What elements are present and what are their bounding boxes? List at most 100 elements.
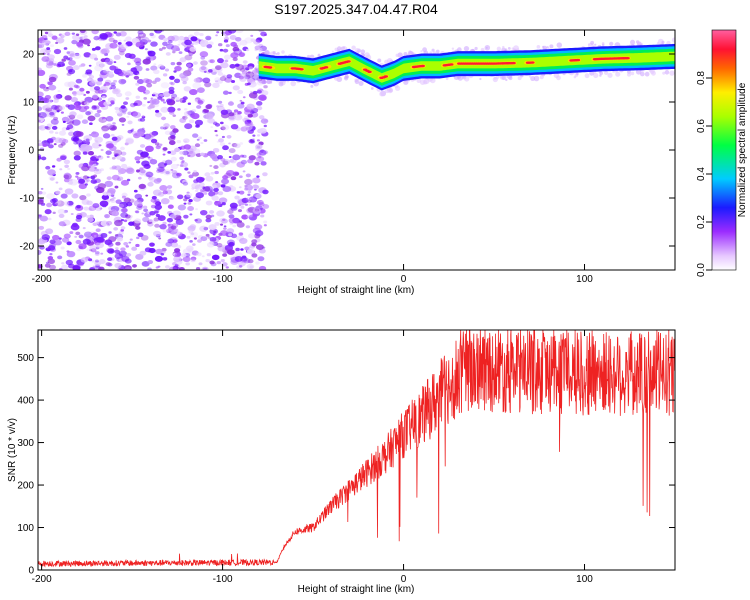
spectrogram-noise-blob (208, 224, 217, 231)
spectrogram-noise-blob (63, 211, 67, 214)
spectrogram-noise-blob (98, 259, 106, 265)
spectrogram-noise-blob (212, 184, 218, 189)
spectrogram-noise-blob (141, 115, 145, 118)
spectrogram-noise-blob (164, 130, 171, 136)
spectrogram-noise-blob (49, 264, 57, 270)
spectrogram-noise-blob (131, 37, 140, 44)
spectrogram-noise-blob (52, 211, 56, 215)
spectrogram-noise-blob (46, 193, 55, 200)
spectrogram-noise-blob (173, 70, 177, 73)
spectrogram-noise-blob (121, 123, 125, 126)
spectrogram-noise-blob (230, 176, 237, 181)
spectrogram-noise-blob (217, 245, 226, 252)
spectrogram-noise-blob (193, 78, 201, 83)
snr-line (38, 330, 675, 568)
spectrogram-halo-dot (398, 53, 402, 58)
spectrogram-noise-blob (216, 31, 220, 34)
spectrogram-noise-blob (252, 213, 258, 217)
spectrogram-halo-dot (307, 54, 311, 59)
spectrogram-noise-blob (69, 231, 74, 235)
spectrogram-noise-blob (160, 252, 165, 256)
spectrogram-noise-blob (155, 266, 159, 269)
spectrogram-noise-blob (53, 98, 59, 103)
spectrogram-noise-blob (171, 170, 178, 175)
spectrogram-noise-blob (169, 150, 177, 156)
spectrogram-noise-blob (235, 247, 240, 252)
spectrogram-noise-blob (114, 106, 120, 111)
spectrogram-noise-blob (64, 81, 72, 87)
spectrogram-noise-blob (261, 80, 267, 85)
spectrogram-noise-blob (229, 35, 237, 40)
spectrogram-noise-blob (91, 259, 95, 263)
spectrogram-noise-blob (61, 58, 67, 62)
spectrogram-noise-blob (218, 197, 228, 204)
spectrogram-halo-dot (546, 46, 549, 49)
spectrogram-noise-blob (167, 210, 173, 215)
spectrogram-halo-dot (474, 46, 478, 51)
spectrogram-noise-blob (61, 138, 69, 144)
spectrogram-noise-blob (107, 192, 111, 196)
spectrogram-noise-blob (260, 31, 267, 37)
spectrogram-noise-blob (256, 90, 262, 94)
spectrogram-noise-blob (205, 104, 212, 110)
spectrogram-noise-blob (258, 265, 267, 270)
spectrogram-noise-blob (38, 43, 45, 49)
spectrogram-noise-blob (223, 227, 227, 230)
spectrogram-x-label: Height of straight line (km) (298, 285, 415, 296)
spectrogram-noise-blob (173, 256, 182, 263)
spectrogram-noise-blob (110, 100, 115, 104)
spectrogram-noise-blob (38, 119, 41, 123)
spectrogram-noise-blob (94, 136, 103, 143)
spectrogram-noise-blob (157, 191, 165, 197)
spectrogram-noise-blob (195, 176, 205, 183)
spectrogram-noise-blob (230, 233, 238, 239)
spectrogram-noise-blob (252, 134, 256, 137)
spectrogram-noise-blob (119, 31, 127, 37)
spectrogram-noise-blob (67, 50, 75, 57)
spectrogram-noise-blob (71, 39, 78, 45)
spectrogram-noise-blob (162, 147, 168, 151)
spectrogram-noise-blob (49, 177, 55, 181)
spectrogram-noise-blob (75, 214, 83, 220)
spectrogram-noise-blob (256, 106, 263, 111)
spectrogram-noise-blob (153, 230, 162, 237)
colorbar-tick-label: 0.2 (696, 215, 707, 229)
spectrogram-noise-blob (221, 124, 230, 131)
spectrogram-noise-blob (129, 238, 133, 241)
spectrogram-noise-blob (99, 168, 104, 172)
spectrogram-noise-blob (262, 204, 270, 209)
spectrogram-noise-blob (86, 215, 91, 219)
spectrogram-noise-blob (113, 54, 121, 60)
spectrogram-halo-dot (671, 37, 675, 43)
spectrogram-hot-red (346, 60, 351, 63)
spectrogram-noise-blob (107, 242, 114, 247)
spectrogram-noise-blob (73, 84, 79, 88)
spectrogram-noise-blob (155, 109, 160, 113)
spectrogram-noise-blob (63, 178, 70, 183)
spectrogram-noise-blob (60, 111, 64, 114)
spectrogram-noise-blob (163, 101, 167, 104)
spectrogram-noise-blob (227, 30, 237, 34)
spectrogram-noise-blob (150, 65, 158, 71)
spectrogram-noise-blob (137, 176, 142, 180)
spectrogram-noise-blob (133, 75, 140, 80)
spectrogram-noise-blob (55, 190, 61, 195)
spectrogram-noise-blob (92, 203, 100, 209)
spectrogram-noise-blob (100, 232, 108, 238)
spectrogram-noise-blob (136, 149, 144, 155)
spectrogram-noise-blob (261, 90, 269, 96)
spectrogram-noise-blob (228, 115, 236, 122)
spectrogram-noise-blob (78, 262, 84, 267)
spectrogram-noise-blob (58, 213, 65, 218)
spectrogram-noise-blob (196, 87, 205, 94)
spectrogram-halo-dot (276, 52, 280, 55)
spectrogram-noise-blob (118, 70, 127, 77)
spectrogram-noise-blob (42, 111, 51, 118)
spectrogram-noise-blob (91, 142, 101, 149)
spectrogram-noise-blob (118, 203, 125, 208)
spectrogram-noise-blob (177, 204, 186, 211)
spectrogram-noise-blob (260, 118, 269, 124)
spectrogram-noise-blob (245, 48, 250, 52)
spectrogram-halo-dot (479, 77, 482, 81)
spectrogram-noise-blob (212, 82, 220, 89)
